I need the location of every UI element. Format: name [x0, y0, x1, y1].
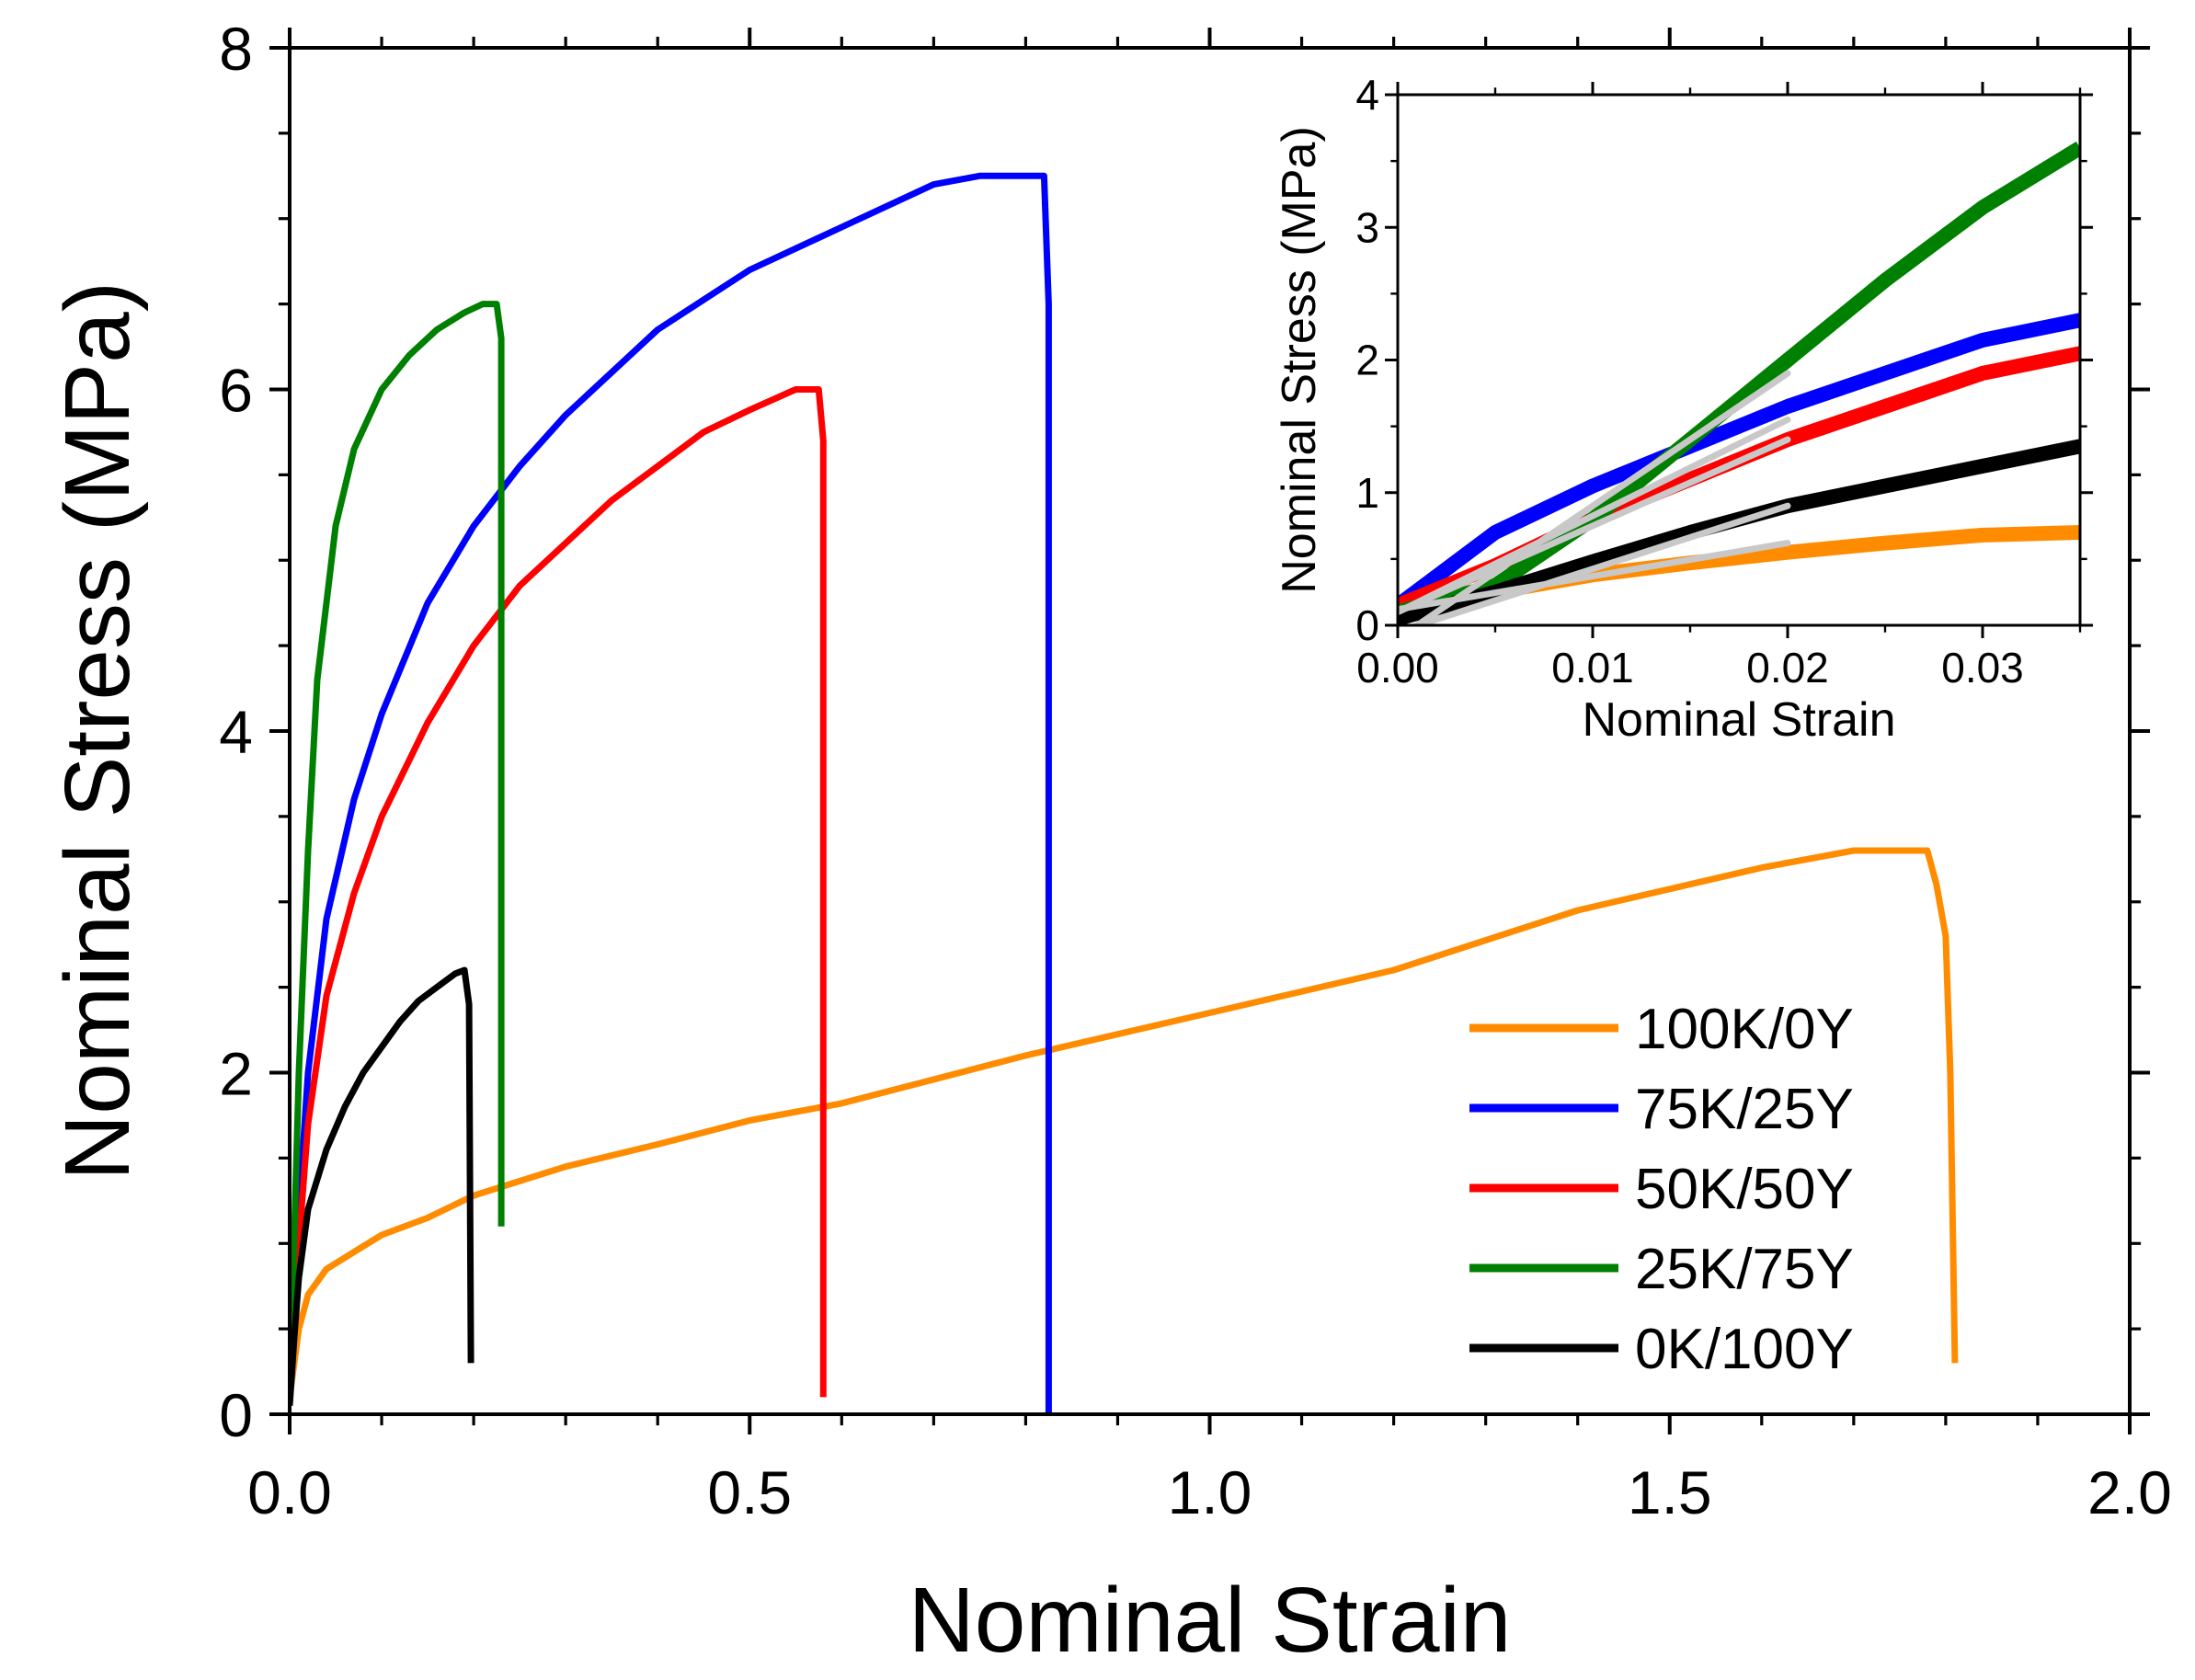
main-series-line-0 [290, 847, 1959, 1398]
inset-fit-line-4 [1407, 502, 1791, 625]
main-plot: 0.0 0.5 1.0 1.5 2.0 0 2 4 6 8 Nominal Strain Nomi… [46, 15, 2172, 1672]
inset-y-tick-label: 3 [1355, 203, 1379, 251]
main-x-tick-label: 1.5 [1628, 1458, 1712, 1526]
main-y-tick-label: 8 [219, 15, 253, 83]
legend: 100K/0Y 75K/25Y 50K/50Y 25K/75Y 0K/100Y [1469, 998, 1854, 1381]
main-x-tick-label: 0.5 [707, 1458, 792, 1526]
inset-plot: 0.00 0.01 0.02 0.03 0 1 2 3 4 Nominal Strain Nom… [1273, 71, 2093, 747]
main-y-axis-title: Nominal Stress (MPa) [46, 281, 149, 1181]
inset-background [1398, 95, 2080, 625]
main-ticks: 0.0 0.5 1.0 1.5 2.0 0 2 4 6 8 [219, 15, 2172, 1526]
legend-label-2: 50K/50Y [1635, 1158, 1854, 1221]
inset-y-tick-label: 2 [1355, 337, 1379, 384]
legend-label-3: 25K/75Y [1635, 1238, 1854, 1301]
main-y-tick-label: 0 [219, 1381, 253, 1449]
inset-x-tick-label: 0.01 [1551, 644, 1634, 691]
inset-x-tick-label: 0.02 [1746, 644, 1829, 691]
inset-ticks: 0.00 0.01 0.02 0.03 0 1 2 3 4 [1355, 71, 2093, 691]
inset-x-axis-title: Nominal Strain [1582, 693, 1895, 747]
inset-y-axis-title: Nominal Stress (MPa) [1273, 126, 1326, 594]
legend-label-4: 0K/100Y [1635, 1318, 1854, 1381]
inset-y-tick-label: 4 [1355, 71, 1379, 119]
main-series-group [290, 172, 1959, 1414]
main-y-tick-label: 2 [219, 1040, 253, 1108]
main-y-tick-label: 6 [219, 357, 253, 425]
inset-x-tick-label: 0.03 [1941, 644, 2024, 691]
main-x-tick-label: 1.0 [1168, 1458, 1252, 1526]
inset-y-tick-label: 0 [1355, 601, 1379, 649]
main-x-tick-label: 2.0 [2087, 1458, 2172, 1526]
legend-label-0: 100K/0Y [1635, 998, 1854, 1061]
inset-fit-lines [1398, 370, 1791, 625]
main-series-line-3 [290, 301, 505, 1398]
main-series-line-2 [290, 386, 827, 1398]
main-series-line-4 [290, 966, 474, 1406]
legend-label-1: 75K/25Y [1635, 1078, 1854, 1141]
inset-series-line-1 [1398, 313, 2080, 611]
main-y-tick-label: 4 [219, 698, 253, 766]
main-series-line-1 [290, 172, 1052, 1414]
inset-series-line-3 [1398, 141, 2080, 620]
inset-fit-line-3 [1411, 370, 1791, 625]
inset-y-tick-label: 1 [1355, 469, 1379, 517]
inset-fit-line-2 [1398, 436, 1791, 616]
main-x-axis-title: Nominal Strain [909, 1569, 1512, 1672]
inset-fit-line-0 [1398, 540, 1791, 613]
inset-x-tick-label: 0.00 [1356, 644, 1439, 691]
main-x-tick-label: 0.0 [247, 1458, 332, 1526]
